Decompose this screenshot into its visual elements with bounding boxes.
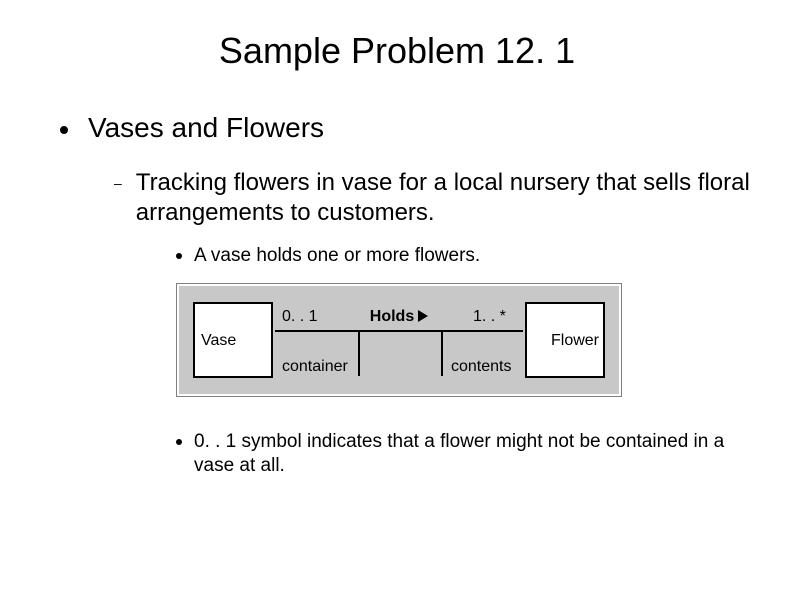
role-tick-right: [441, 332, 443, 376]
diagram-frame: Vase Flower 0. . 1 Holds 1. . * containe…: [176, 283, 622, 397]
class-label-flower: Flower: [551, 332, 599, 350]
role-container: container: [282, 358, 348, 376]
level2-text: Tracking flowers in vase for a local nur…: [136, 168, 754, 228]
bullet-icon: [60, 126, 68, 134]
class-label-vase: Vase: [201, 332, 236, 350]
list-item-level3: 0. . 1 symbol indicates that a flower mi…: [176, 430, 754, 479]
level3b-text: 0. . 1 symbol indicates that a flower mi…: [194, 430, 754, 479]
direction-triangle-icon: [418, 310, 428, 322]
list-item-level1: Vases and Flowers: [60, 112, 754, 144]
bullet-icon: [176, 253, 182, 259]
slide: Sample Problem 12. 1 Vases and Flowers –…: [0, 0, 794, 533]
list-item-level3: A vase holds one or more flowers.: [176, 244, 754, 269]
diagram-canvas: Vase Flower 0. . 1 Holds 1. . * containe…: [179, 286, 619, 394]
level3a-text: A vase holds one or more flowers.: [194, 244, 480, 269]
association-line: [275, 330, 523, 332]
dash-icon: –: [114, 175, 122, 191]
association-name-wrap: Holds: [179, 308, 619, 326]
multiplicity-right: 1. . *: [473, 308, 506, 326]
bullet-icon: [176, 439, 182, 445]
uml-diagram: Vase Flower 0. . 1 Holds 1. . * containe…: [176, 283, 754, 402]
list-item-level2: – Tracking flowers in vase for a local n…: [114, 168, 754, 228]
role-tick-left: [358, 332, 360, 376]
page-title: Sample Problem 12. 1: [40, 30, 754, 72]
association-name: Holds: [370, 308, 414, 325]
role-contents: contents: [451, 358, 511, 376]
level1-text: Vases and Flowers: [88, 112, 324, 144]
